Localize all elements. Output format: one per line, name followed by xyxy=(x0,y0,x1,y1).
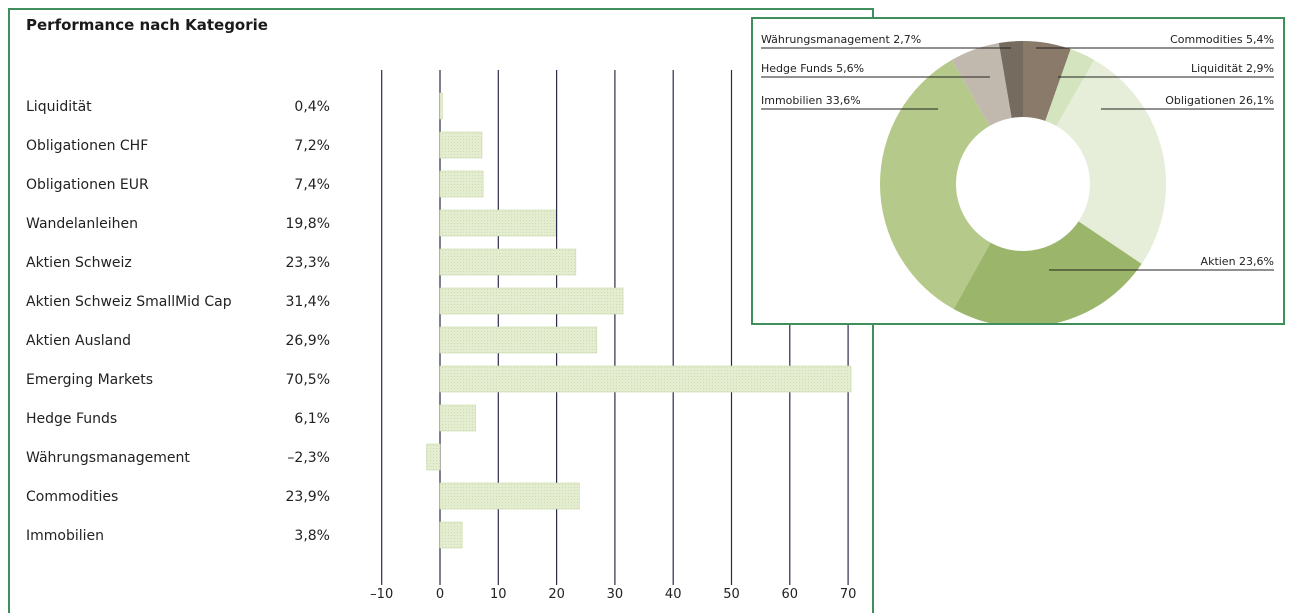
category-label: Aktien Schweiz SmallMid Cap xyxy=(26,294,232,310)
value-label: 19,8% xyxy=(286,216,330,232)
bar xyxy=(439,287,624,315)
x-tick-label: –10 xyxy=(370,587,393,602)
donut-chart: Commodities 5,4% Liquidität 2,9% Obligatio… xyxy=(761,33,1274,323)
bar xyxy=(439,170,484,198)
donut-label: Aktien 23,6% xyxy=(1201,255,1274,268)
category-label: Obligationen CHF xyxy=(26,138,148,154)
donut-label: Immobilien 33,6% xyxy=(761,94,861,107)
chart-title: Performance nach Kategorie xyxy=(26,16,268,34)
category-label: Hedge Funds xyxy=(26,411,117,427)
value-label: 26,9% xyxy=(286,333,330,349)
bar-chart: –10 0 10 20 30 40 50 60 70 Liquidität 0,4% Obligati… xyxy=(26,70,857,602)
value-label: 0,4% xyxy=(294,99,330,115)
donut-label: Währungsmanagement 2,7% xyxy=(761,33,921,46)
x-tick-label: 40 xyxy=(665,587,682,602)
donut-slice xyxy=(880,60,991,310)
value-label: –2,3% xyxy=(287,450,330,466)
bar xyxy=(439,365,852,393)
donut-label: Hedge Funds 5,6% xyxy=(761,62,864,75)
x-tick-label: 20 xyxy=(548,587,565,602)
x-tick-label: 70 xyxy=(840,587,857,602)
x-tick-label: 0 xyxy=(436,587,444,602)
donut-label: Liquidität 2,9% xyxy=(1191,62,1274,75)
value-label: 3,8% xyxy=(294,528,330,544)
allocation-panel: Commodities 5,4% Liquidität 2,9% Obligatio… xyxy=(751,17,1285,325)
category-label: Währungsmanagement xyxy=(26,450,190,466)
value-label: 7,2% xyxy=(294,138,330,154)
bar xyxy=(439,326,598,354)
bar xyxy=(439,482,580,510)
bar xyxy=(439,131,483,159)
x-tick-label: 50 xyxy=(723,587,740,602)
value-label: 31,4% xyxy=(286,294,330,310)
category-label: Obligationen EUR xyxy=(26,177,149,193)
donut-slice xyxy=(1045,49,1095,126)
category-label: Wandelanleihen xyxy=(26,216,138,232)
category-label: Liquidität xyxy=(26,99,92,115)
value-label: 70,5% xyxy=(286,372,330,388)
x-tick-label: 30 xyxy=(607,587,624,602)
category-label: Emerging Markets xyxy=(26,372,153,388)
donut-label: Commodities 5,4% xyxy=(1170,33,1274,46)
performance-panel: –10 0 10 20 30 40 50 60 70 Liquidität 0,4% Obligati… xyxy=(8,8,874,613)
value-label: 23,9% xyxy=(286,489,330,505)
category-label: Immobilien xyxy=(26,528,104,544)
category-label: Aktien Ausland xyxy=(26,333,131,349)
x-tick-label: 60 xyxy=(782,587,799,602)
value-label: 7,4% xyxy=(294,177,330,193)
bar xyxy=(439,521,463,549)
donut-slice xyxy=(953,221,1142,323)
donut-slice xyxy=(951,43,1012,126)
category-label: Aktien Schweiz xyxy=(26,255,132,271)
donut-slice xyxy=(998,41,1023,118)
donut-slice xyxy=(1023,41,1071,121)
bar xyxy=(439,209,556,237)
donut-slice xyxy=(1056,60,1166,264)
bar xyxy=(439,248,577,276)
bar xyxy=(439,404,476,432)
value-label: 23,3% xyxy=(286,255,330,271)
category-label: Commodities xyxy=(26,489,118,505)
value-label: 6,1% xyxy=(294,411,330,427)
bar xyxy=(439,92,443,120)
donut-label: Obligationen 26,1% xyxy=(1165,94,1274,107)
x-tick-label: 10 xyxy=(490,587,507,602)
bar xyxy=(426,443,441,471)
